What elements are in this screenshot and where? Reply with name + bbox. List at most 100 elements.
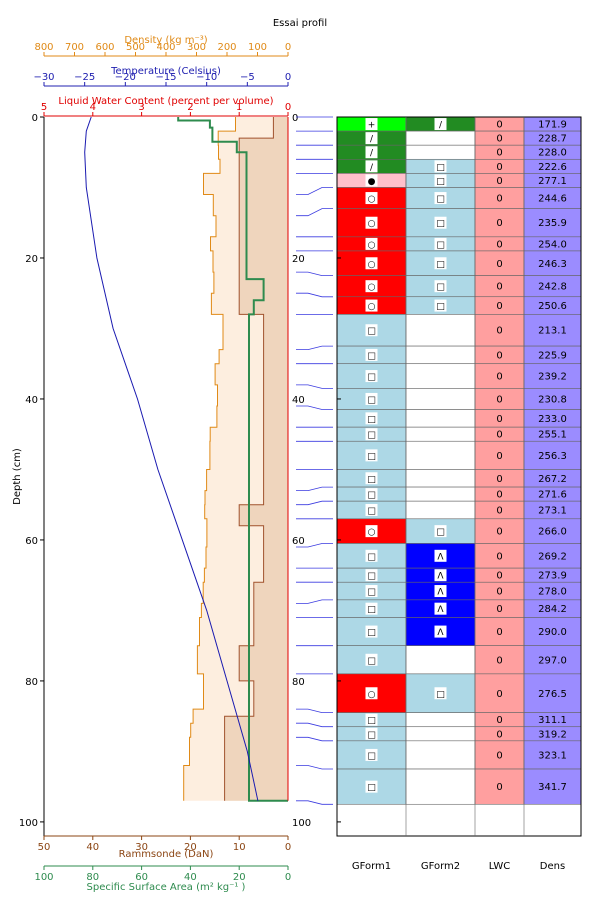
dens-value: 319.2 [538, 729, 567, 740]
gform2-cell [405, 314, 476, 347]
table-row: □ 0 267.2 [336, 469, 582, 488]
lwc-axis-tick-label: 5 [41, 102, 47, 113]
table-row: ○ □ 0 235.9 [336, 208, 582, 238]
table-row: □ 0 323.1 [336, 740, 582, 770]
density-axis: 800 700 600 500 400 300 200 100 0 Density (kg m⁻³… [34, 35, 291, 57]
depth-connector [296, 405, 333, 410]
lwc-value: 0 [496, 194, 502, 205]
gform1-symbol-box [365, 237, 378, 250]
gform1-symbol: / [370, 149, 374, 159]
dens-value: 273.9 [538, 571, 567, 582]
temperature-axis-tick-label: −25 [74, 72, 95, 83]
gform2-symbol: □ [436, 163, 445, 173]
gform1-symbol: □ [367, 506, 376, 516]
dens-value: 323.1 [538, 750, 567, 761]
dens-cell [523, 740, 582, 770]
depth-connector [296, 500, 333, 506]
lwc-value: 0 [496, 301, 502, 312]
dens-cell [523, 314, 582, 347]
gform1-symbol-box [365, 549, 378, 562]
dens-value: 311.1 [538, 715, 567, 726]
lwc-value: 0 [496, 350, 502, 361]
lwc-value: 0 [496, 282, 502, 293]
gform2-symbol: / [439, 121, 443, 131]
dens-cell [523, 673, 582, 713]
dens-value: 278.0 [538, 587, 567, 598]
gform2-cell [405, 469, 476, 488]
gform2-symbol-box [434, 585, 447, 598]
depth-connector [296, 722, 333, 728]
gform2-symbol-box [434, 280, 447, 293]
density-line [183, 117, 236, 801]
lwc-value: 0 [496, 176, 502, 187]
lwc-value: 0 [496, 218, 502, 229]
gform2-symbol: Λ [437, 605, 444, 615]
rammsonde-axis-tick-label: 20 [184, 842, 197, 853]
table-row: □ 0 256.3 [336, 440, 582, 470]
lwc-value: 0 [496, 551, 502, 562]
table-row: ○ □ 0 276.5 [336, 673, 582, 713]
gform1-symbol: □ [367, 395, 376, 405]
gform1-symbol-box [365, 299, 378, 312]
lwc-axis-tick-label: 0 [285, 102, 291, 113]
gform1-symbol: □ [367, 452, 376, 462]
gform2-symbol: Λ [437, 588, 444, 598]
dens-value: 250.6 [538, 301, 567, 312]
lwc-axis-tick-label: 2 [187, 102, 193, 113]
gform1-symbol-box [365, 428, 378, 441]
gform2-symbol-box [434, 687, 447, 700]
gform1-symbol: / [370, 163, 374, 173]
lwc-value: 0 [496, 729, 502, 740]
dens-value: 239.2 [538, 372, 567, 383]
gform2-cell [405, 712, 476, 728]
gform1-symbol: ○ [368, 283, 376, 293]
density-axis-tick-label: 400 [156, 42, 175, 53]
dens-cell [523, 250, 582, 276]
gform1-symbol-box [365, 118, 378, 131]
table-row: / 0 228.0 [336, 144, 582, 160]
rammsonde-fill [224, 117, 288, 801]
gform2-cell [405, 440, 476, 470]
gform1-symbol-box [365, 748, 378, 761]
dens-value: 235.9 [538, 218, 567, 229]
dens-value: 230.8 [538, 394, 567, 405]
gform1-symbol: □ [367, 351, 376, 361]
table-row: ○ □ 0 242.8 [336, 275, 582, 298]
gform1-symbol: ○ [368, 195, 376, 205]
depth-tick-label: 20 [25, 254, 38, 265]
density-axis-tick-label: 300 [187, 42, 206, 53]
lwc-axis-tick-label: 1 [236, 102, 242, 113]
density-axis-tick-label: 700 [65, 42, 84, 53]
gform2-symbol-box [434, 625, 447, 638]
table-header-0: GForm1 [352, 861, 391, 872]
rammsonde-axis-tick-label: 30 [135, 842, 148, 853]
gform1-symbol: ○ [368, 240, 376, 250]
gform2-symbol-box [434, 237, 447, 250]
table-row: □ 0 311.1 [336, 712, 582, 728]
table-row: □ 0 341.7 [336, 768, 582, 805]
gform1-symbol-box [365, 192, 378, 205]
table-row: □ 0 213.1 [336, 314, 582, 347]
gform1-symbol: □ [367, 491, 376, 501]
gform1-symbol: □ [367, 431, 376, 441]
table-row: □ Λ 0 278.0 [336, 581, 582, 601]
table-row: □ 0 255.1 [336, 426, 582, 442]
lwc-value: 0 [496, 627, 502, 638]
ssa-line [177, 117, 288, 802]
gform1-symbol-box [365, 525, 378, 538]
lwc-value: 0 [496, 451, 502, 462]
table-row: □ Λ 0 273.9 [336, 567, 582, 583]
gform2-symbol-box [434, 118, 447, 131]
lwc-value: 0 [496, 162, 502, 173]
dens-value: 233.0 [538, 414, 567, 425]
dens-cell [523, 768, 582, 805]
table-row: ○ □ 0 246.3 [336, 250, 582, 276]
gform1-symbol-box [365, 392, 378, 405]
gform1-symbol-box [365, 370, 378, 383]
lwc-axis-label: Liquid Water Content (percent per volume… [58, 96, 273, 107]
dens-value: 297.0 [538, 655, 567, 666]
temperature-line [84, 116, 259, 801]
lwc-cell [474, 740, 525, 770]
lwc-value: 0 [496, 259, 502, 270]
